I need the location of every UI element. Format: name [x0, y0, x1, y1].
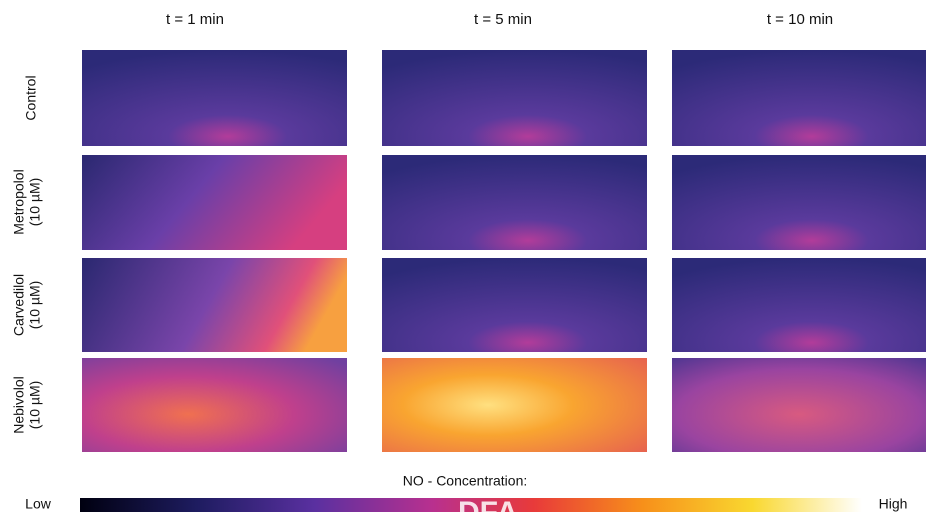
- image-panel: [672, 358, 926, 452]
- image-panel: [382, 258, 647, 352]
- image-panel: [672, 155, 926, 250]
- image-panel: [82, 155, 347, 250]
- row-label-line: (10 µM): [27, 281, 43, 330]
- row-label: Control: [23, 75, 39, 120]
- image-panel: [82, 50, 347, 146]
- row-label-line: (10 µM): [27, 178, 43, 227]
- row-label-line: Control: [23, 75, 39, 120]
- colorbar-title: NO - Concentration:: [403, 473, 528, 489]
- column-header: t = 5 min: [474, 11, 532, 28]
- column-header: t = 1 min: [166, 11, 224, 28]
- row-label: Nebivolol (10 µM): [11, 376, 43, 434]
- image-panel: [382, 155, 647, 250]
- figure: t = 1 min t = 5 min t = 10 min Control M…: [0, 0, 926, 512]
- image-panel: [382, 50, 647, 146]
- column-header: t = 10 min: [767, 11, 833, 28]
- row-label: Metropolol (10 µM): [11, 169, 43, 234]
- row-label: Carvedilol (10 µM): [11, 274, 43, 336]
- image-panel: [382, 358, 647, 452]
- row-label-line: Nebivolol: [11, 376, 27, 434]
- row-label-line: (10 µM): [27, 381, 43, 430]
- image-panel: [82, 358, 347, 452]
- row-label-line: Carvedilol: [11, 274, 27, 336]
- colorbar-low: Low: [25, 496, 52, 512]
- image-panel: [672, 258, 926, 352]
- row-label-line: Metropolol: [11, 169, 27, 234]
- image-panel: [82, 258, 347, 352]
- colorbar-high: High: [879, 496, 908, 512]
- watermark: DFA: [458, 496, 518, 512]
- image-panel: [672, 50, 926, 146]
